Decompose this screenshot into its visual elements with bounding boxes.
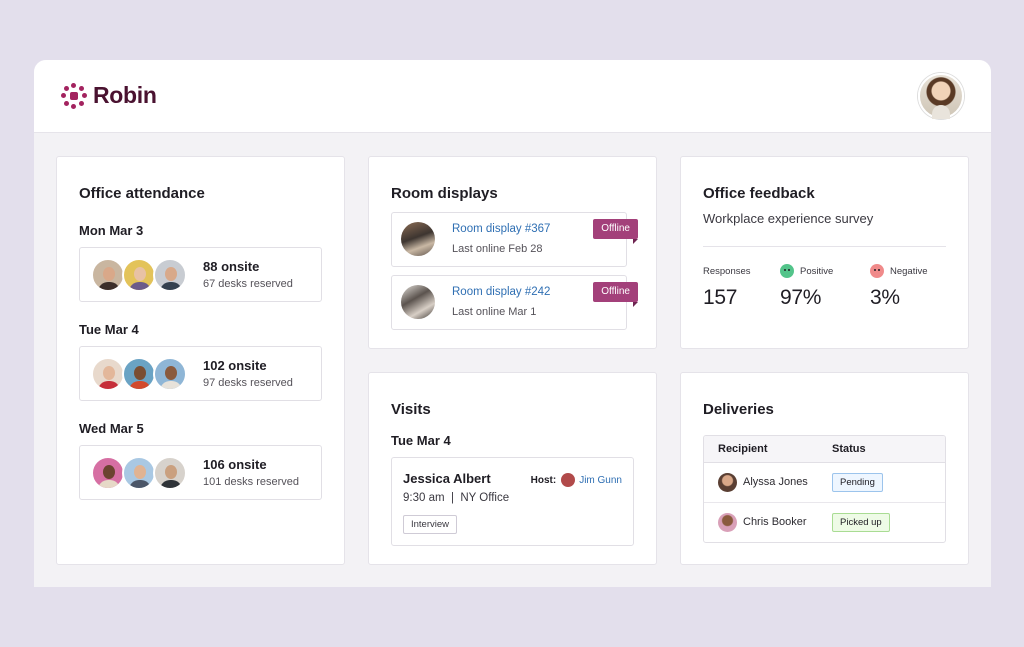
room-thumbnail: [401, 285, 435, 319]
desks-reserved: 97 desks reserved: [203, 377, 293, 389]
offline-badge: Offline: [593, 219, 638, 244]
visit-time-location: 9:30 am | NY Office: [403, 492, 510, 504]
visits-card: Visits Tue Mar 4 Jessica Albert 9:30 am …: [368, 372, 657, 565]
attendance-summary[interactable]: 106 onsite 101 desks reserved: [79, 445, 322, 500]
avatar: [91, 455, 125, 490]
desks-reserved: 101 desks reserved: [203, 476, 299, 488]
room-display-item[interactable]: Room display #367 Last online Feb 28 Off…: [391, 212, 638, 267]
recipient-name: Chris Booker: [743, 516, 807, 528]
metric-label: Responses: [703, 265, 751, 277]
deliveries-card: Deliveries Recipient Status Alyssa Jones…: [680, 372, 969, 565]
avatar: [122, 455, 156, 490]
attendance-day: Tue Mar 4 102 onsite 97 desks reserved: [79, 322, 322, 401]
host-avatar: [561, 473, 576, 487]
avatar: [153, 356, 187, 391]
onsite-count: 106 onsite: [203, 457, 267, 472]
divider: [703, 246, 946, 247]
attendance-day: Mon Mar 3 88 onsite 67 desks reserved: [79, 223, 322, 302]
table-row[interactable]: Alyssa Jones Pending: [704, 463, 945, 503]
offline-badge: Offline: [593, 282, 638, 307]
last-online: Last online Feb 28: [452, 243, 543, 255]
metric-value: 97%: [780, 286, 822, 309]
day-label: Mon Mar 3: [79, 223, 144, 238]
room-display-item[interactable]: Room display #242 Last online Mar 1 Offl…: [391, 275, 638, 330]
room-display-link[interactable]: Room display #367: [452, 223, 551, 235]
avatar: [718, 473, 737, 492]
column-header-recipient: Recipient: [718, 443, 768, 455]
attendee-avatars: [91, 356, 197, 391]
office-feedback-card: Office feedback Workplace experience sur…: [680, 156, 969, 349]
status-badge: Picked up: [832, 513, 890, 532]
last-online: Last online Mar 1: [452, 306, 537, 318]
onsite-count: 102 onsite: [203, 358, 267, 373]
room-thumbnail: [401, 222, 435, 256]
attendance-day: Wed Mar 5 106 onsite 101 desks reserved: [79, 421, 322, 500]
table-header: Recipient Status: [704, 436, 945, 463]
attendance-summary[interactable]: 88 onsite 67 desks reserved: [79, 247, 322, 302]
card-title: Office attendance: [79, 185, 205, 202]
onsite-count: 88 onsite: [203, 259, 260, 274]
dashboard-window: Robin Office attendance Mon Mar 3 88 ons…: [34, 60, 991, 587]
user-avatar[interactable]: [918, 73, 964, 119]
table-row[interactable]: Chris Booker Picked up: [704, 503, 945, 542]
negative-metric: Negative 3%: [870, 263, 928, 310]
responses-metric: Responses 157: [703, 263, 751, 310]
robin-logo[interactable]: Robin: [61, 82, 157, 109]
visit-type-tag: Interview: [403, 515, 458, 534]
top-bar: Robin: [34, 60, 991, 133]
avatar: [153, 257, 187, 292]
sad-face-icon: [870, 264, 884, 278]
deliveries-table: Recipient Status Alyssa Jones Pending Ch…: [703, 435, 946, 543]
avatar: [153, 455, 187, 490]
metric-label: Negative: [890, 265, 928, 277]
brand-name: Robin: [93, 82, 157, 108]
visitor-name: Jessica Albert: [403, 471, 491, 486]
host-link[interactable]: Jim Gunn: [579, 474, 622, 486]
office-attendance-card: Office attendance Mon Mar 3 88 onsite 67…: [56, 156, 345, 565]
avatar: [718, 513, 737, 532]
attendee-avatars: [91, 257, 197, 292]
metric-value: 157: [703, 286, 738, 309]
card-title: Room displays: [391, 185, 498, 202]
room-displays-card: Room displays Room display #367 Last onl…: [368, 156, 657, 349]
attendee-avatars: [91, 455, 197, 490]
metric-value: 3%: [870, 286, 900, 309]
card-title: Deliveries: [703, 401, 774, 418]
day-label: Tue Mar 4: [79, 322, 139, 337]
column-header-status: Status: [832, 443, 866, 455]
recipient-name: Alyssa Jones: [743, 476, 808, 488]
survey-name: Workplace experience survey: [703, 211, 874, 226]
avatar: [122, 356, 156, 391]
metric-label: Positive: [800, 265, 834, 277]
day-label: Wed Mar 5: [79, 421, 144, 436]
happy-face-icon: [780, 264, 794, 278]
visit-item[interactable]: Jessica Albert 9:30 am | NY Office Host:…: [391, 457, 634, 546]
host-label: Host:: [530, 474, 557, 486]
card-title: Visits: [391, 401, 431, 418]
card-title: Office feedback: [703, 185, 815, 202]
avatar: [91, 257, 125, 292]
visit-host: Host: Jim Gunn: [531, 473, 622, 487]
visits-date: Tue Mar 4: [391, 433, 451, 448]
avatar: [91, 356, 125, 391]
desks-reserved: 67 desks reserved: [203, 278, 293, 290]
attendance-summary[interactable]: 102 onsite 97 desks reserved: [79, 346, 322, 401]
robin-logo-icon: [61, 82, 87, 109]
positive-metric: Positive 97%: [780, 263, 833, 310]
status-badge: Pending: [832, 473, 883, 492]
room-display-link[interactable]: Room display #242: [452, 286, 551, 298]
avatar: [122, 257, 156, 292]
